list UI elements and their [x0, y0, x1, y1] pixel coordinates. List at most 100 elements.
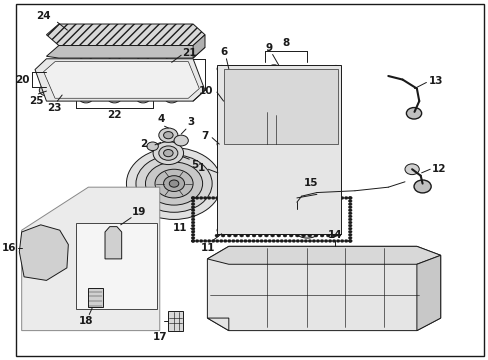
Circle shape	[79, 92, 93, 103]
Circle shape	[136, 155, 212, 212]
Circle shape	[233, 234, 237, 237]
Circle shape	[219, 239, 223, 242]
Text: 22: 22	[107, 110, 122, 120]
Circle shape	[235, 197, 239, 199]
Circle shape	[270, 234, 274, 237]
Circle shape	[267, 197, 271, 199]
Circle shape	[289, 234, 292, 237]
Ellipse shape	[27, 258, 62, 277]
Ellipse shape	[31, 261, 58, 275]
Circle shape	[195, 239, 199, 242]
Polygon shape	[224, 69, 338, 144]
Text: 6: 6	[220, 48, 227, 57]
Circle shape	[347, 209, 351, 212]
Circle shape	[39, 67, 54, 78]
Circle shape	[313, 234, 317, 237]
Circle shape	[252, 234, 255, 237]
Circle shape	[191, 224, 195, 227]
Circle shape	[199, 197, 203, 199]
Text: 13: 13	[428, 76, 443, 86]
Polygon shape	[193, 35, 204, 58]
Circle shape	[87, 281, 104, 294]
Circle shape	[406, 108, 421, 119]
Circle shape	[136, 92, 150, 103]
Circle shape	[324, 239, 327, 242]
Circle shape	[336, 197, 339, 199]
Circle shape	[53, 31, 64, 39]
Circle shape	[340, 239, 344, 242]
Bar	[168, 311, 182, 330]
Circle shape	[239, 239, 243, 242]
Circle shape	[79, 57, 93, 68]
Circle shape	[324, 197, 327, 199]
Circle shape	[347, 237, 351, 239]
Circle shape	[255, 197, 259, 199]
Circle shape	[347, 230, 351, 233]
Circle shape	[255, 239, 259, 242]
Circle shape	[239, 197, 243, 199]
Circle shape	[107, 57, 122, 68]
Circle shape	[289, 206, 304, 217]
Circle shape	[211, 239, 215, 242]
Text: 5: 5	[190, 160, 198, 170]
Circle shape	[315, 197, 319, 199]
Circle shape	[217, 65, 226, 72]
Circle shape	[251, 239, 255, 242]
Circle shape	[174, 135, 188, 146]
Circle shape	[264, 234, 268, 237]
Circle shape	[304, 239, 307, 242]
Circle shape	[347, 218, 351, 221]
Text: 19: 19	[132, 207, 146, 217]
Text: 1: 1	[197, 163, 204, 173]
Circle shape	[215, 197, 219, 199]
Circle shape	[163, 132, 173, 139]
Circle shape	[71, 27, 91, 42]
Circle shape	[239, 234, 243, 237]
Bar	[76, 223, 157, 309]
Circle shape	[230, 307, 251, 322]
Circle shape	[82, 278, 109, 298]
Circle shape	[107, 222, 119, 231]
Circle shape	[287, 197, 291, 199]
Circle shape	[257, 164, 300, 196]
Circle shape	[259, 239, 263, 242]
Circle shape	[331, 197, 335, 199]
Circle shape	[191, 203, 195, 206]
Circle shape	[231, 239, 235, 242]
Circle shape	[299, 197, 303, 199]
Polygon shape	[46, 24, 204, 45]
Circle shape	[191, 215, 195, 218]
Circle shape	[330, 65, 340, 72]
Circle shape	[279, 197, 283, 199]
Circle shape	[344, 197, 347, 199]
Circle shape	[219, 197, 223, 199]
Circle shape	[295, 197, 299, 199]
Circle shape	[215, 239, 219, 242]
Circle shape	[276, 234, 280, 237]
Circle shape	[315, 239, 319, 242]
Circle shape	[304, 197, 307, 199]
Text: 10: 10	[198, 86, 213, 96]
Circle shape	[191, 197, 195, 199]
Text: 16: 16	[1, 243, 16, 253]
Circle shape	[263, 239, 267, 242]
Text: 25: 25	[29, 96, 43, 106]
Circle shape	[231, 197, 235, 199]
Circle shape	[211, 197, 215, 199]
Ellipse shape	[293, 206, 320, 233]
Circle shape	[283, 234, 286, 237]
Circle shape	[191, 197, 195, 199]
Circle shape	[259, 81, 311, 121]
Circle shape	[347, 227, 351, 230]
Circle shape	[187, 31, 199, 39]
Polygon shape	[207, 246, 440, 264]
Circle shape	[203, 197, 206, 199]
Circle shape	[347, 233, 351, 236]
Text: 20: 20	[15, 75, 30, 85]
Text: 11: 11	[201, 243, 215, 253]
Circle shape	[227, 234, 231, 237]
Circle shape	[235, 239, 239, 242]
Circle shape	[336, 239, 339, 242]
Circle shape	[347, 197, 351, 199]
Polygon shape	[217, 65, 340, 234]
